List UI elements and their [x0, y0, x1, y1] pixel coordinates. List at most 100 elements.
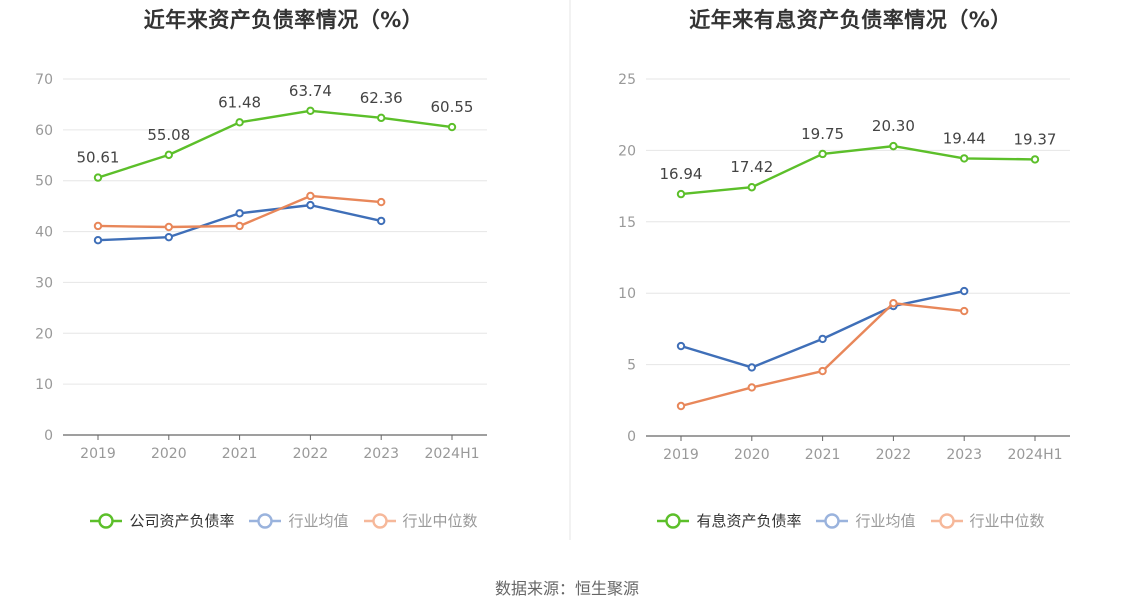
data-label: 16.94: [660, 165, 703, 183]
legend-label: 有息资产负债率: [696, 512, 802, 530]
y-tick-label: 40: [35, 225, 53, 241]
data-point[interactable]: [676, 341, 686, 351]
x-tick-label: 2024H1: [424, 446, 479, 462]
legend-item-industry-median[interactable]: 行业中位数: [930, 510, 1045, 531]
legend-label: 公司资产负债率: [129, 512, 235, 530]
y-tick-label: 0: [44, 428, 53, 444]
data-label: 17.42: [730, 158, 773, 176]
data-point[interactable]: [164, 232, 174, 242]
x-tick-label: 2024H1: [1007, 447, 1062, 463]
data-label: 19.44: [943, 129, 986, 147]
chart-title: 近年来资产负债率情况（%）: [143, 8, 424, 32]
series-line-industry-median: [680, 301, 965, 408]
x-tick-label: 2019: [663, 447, 699, 463]
y-tick-label: 5: [627, 358, 636, 374]
data-point[interactable]: [889, 141, 898, 151]
x-tick-label: 2021: [222, 446, 258, 462]
x-tick-label: 2023: [946, 447, 982, 463]
data-label: 50.61: [77, 149, 120, 167]
legend-item-company[interactable]: 有息资产负债率: [656, 510, 801, 531]
panel-divider: [569, 0, 571, 540]
legend-line-circle-icon: [363, 512, 396, 529]
legend-item-industry-median[interactable]: 行业中位数: [363, 510, 478, 531]
data-point[interactable]: [235, 221, 244, 231]
x-tick-label: 2022: [876, 447, 912, 463]
data-point[interactable]: [818, 149, 827, 159]
data-label: 61.48: [218, 93, 261, 111]
legend-item-industry-mean[interactable]: 行业均值: [815, 510, 916, 531]
chart-panel-interest-bearing-debt-ratio: 近年来有息资产负债率情况（%） 0 5 10 15 20 25 2019 2020 2021 20…: [567, 0, 1134, 550]
legend-line-circle-icon: [657, 512, 690, 529]
x-tick-label: 2020: [734, 447, 770, 463]
y-tick-label: 60: [35, 123, 53, 139]
y-tick-label: 15: [618, 215, 636, 231]
data-point[interactable]: [447, 122, 457, 132]
y-tick-label: 10: [618, 286, 636, 302]
series-line-company: [97, 109, 453, 179]
data-label: 19.75: [801, 125, 844, 143]
data-point[interactable]: [306, 191, 315, 201]
y-tick-label: 50: [35, 174, 53, 190]
legend-item-company[interactable]: 公司资产负债率: [89, 510, 234, 531]
y-tick-label: 30: [35, 275, 53, 291]
y-tick-label: 20: [35, 326, 53, 342]
x-tick-label: 2023: [363, 446, 399, 462]
line-chart-interest-bearing-debt-ratio: 0 5 10 15 20 25 2019 2020 2021 2022 2023 2024H1 16.9…: [618, 72, 1070, 463]
data-point[interactable]: [818, 334, 827, 344]
chart-panel-debt-ratio: 近年来资产负债率情况（%） 0 10 20 30 40 50 60 70 2019 2020 202…: [0, 0, 567, 550]
chart-legend: 有息资产负债率 行业均值 行业中位数: [567, 510, 1134, 531]
data-point[interactable]: [960, 154, 969, 163]
series-line-company: [680, 144, 1036, 196]
data-point[interactable]: [1030, 155, 1040, 164]
y-tick-label: 20: [618, 143, 636, 159]
chart-title: 近年来有息资产负债率情况（%）: [689, 8, 1012, 32]
legend-line-circle-icon: [930, 512, 963, 529]
data-label: 62.36: [360, 89, 403, 107]
data-point[interactable]: [93, 236, 103, 245]
legend-line-circle-icon: [249, 512, 282, 529]
data-point[interactable]: [960, 286, 969, 296]
data-point[interactable]: [747, 363, 757, 372]
data-point[interactable]: [676, 189, 686, 199]
data-point[interactable]: [377, 113, 386, 123]
data-point[interactable]: [747, 183, 757, 192]
legend-label: 行业中位数: [969, 512, 1045, 530]
data-point[interactable]: [818, 366, 827, 376]
legend-label: 行业均值: [288, 512, 349, 530]
x-tick-label: 2019: [80, 446, 116, 462]
data-point[interactable]: [889, 298, 898, 308]
data-point[interactable]: [164, 150, 174, 160]
legend-label: 行业均值: [855, 512, 916, 530]
data-point[interactable]: [306, 200, 315, 210]
data-label: 55.08: [147, 126, 190, 144]
y-tick-label: 10: [35, 377, 53, 393]
y-tick-label: 0: [627, 429, 636, 445]
data-point[interactable]: [235, 118, 244, 127]
data-point[interactable]: [377, 216, 386, 226]
x-tick-label: 2022: [293, 446, 329, 462]
chart-legend: 公司资产负债率 行业均值 行业中位数: [0, 510, 567, 531]
data-point[interactable]: [306, 106, 315, 116]
legend-item-industry-mean[interactable]: 行业均值: [248, 510, 349, 531]
data-point[interactable]: [164, 222, 174, 232]
legend-label: 行业中位数: [402, 512, 478, 530]
data-point[interactable]: [377, 197, 386, 207]
data-point[interactable]: [747, 383, 757, 392]
x-tick-label: 2021: [805, 447, 841, 463]
data-label: 63.74: [289, 82, 332, 100]
series-line-industry-mean: [680, 289, 965, 369]
data-point[interactable]: [235, 209, 244, 218]
x-tick-label: 2020: [151, 446, 187, 462]
y-tick-label: 25: [618, 72, 636, 88]
data-label: 60.55: [431, 98, 474, 116]
data-point[interactable]: [960, 306, 969, 316]
line-chart-debt-ratio: 0 10 20 30 40 50 60 70 2019 2020 2021 2022 2023 2024H…: [35, 72, 487, 462]
y-tick-label: 70: [35, 72, 53, 88]
data-label: 19.37: [1014, 130, 1057, 148]
data-point[interactable]: [93, 221, 103, 231]
legend-line-circle-icon: [90, 512, 123, 529]
data-point[interactable]: [93, 173, 103, 182]
data-source-note: 数据来源：恒生聚源: [494, 579, 639, 598]
data-label: 20.30: [872, 117, 915, 135]
data-point[interactable]: [676, 401, 686, 411]
